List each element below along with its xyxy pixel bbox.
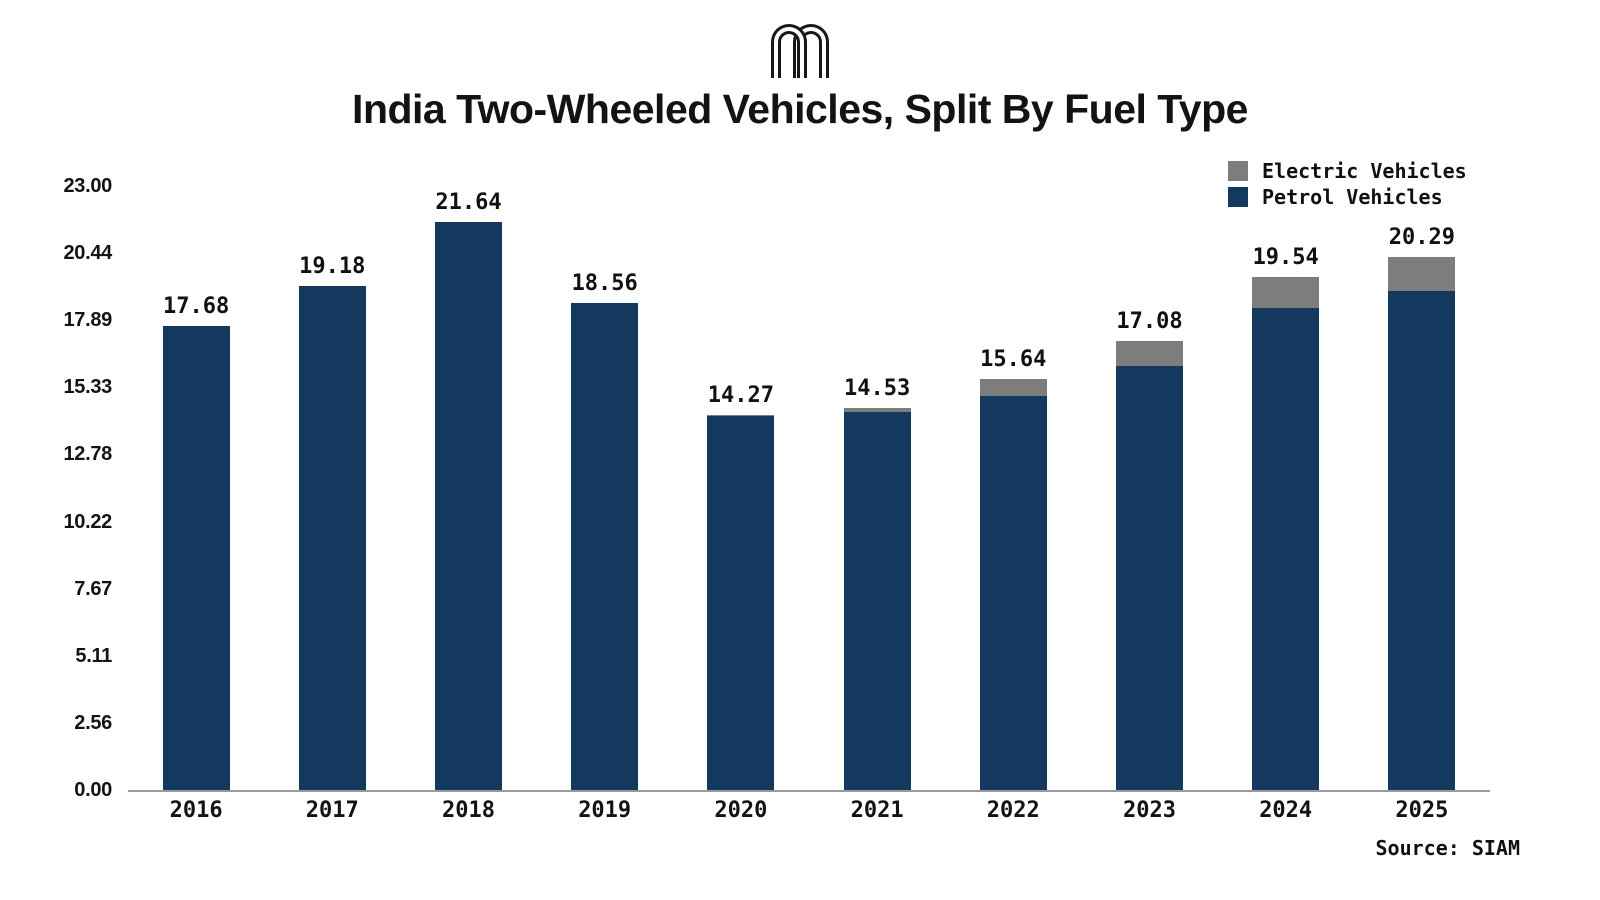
bar-segment-electric-2024	[1252, 276, 1320, 309]
y-axis-tick-label: 15.33	[63, 376, 112, 399]
y-axis-tick-label: 10.22	[63, 510, 112, 533]
bar-value-label-2016: 17.68	[162, 293, 230, 319]
y-axis-tick-label: 7.67	[74, 577, 112, 600]
bar-value-label-2025: 20.29	[1388, 225, 1455, 251]
bar-segment-electric-2020	[707, 415, 775, 417]
y-axis-tick-label: 5.11	[75, 644, 112, 667]
bar-segment-petrol-2021	[843, 412, 911, 790]
bar-value-label-2023: 17.08	[1116, 309, 1183, 335]
x-axis-tick-2024: 2024	[1259, 798, 1313, 823]
m-arches-logo	[768, 16, 832, 80]
bar-segment-electric-2022	[979, 379, 1047, 396]
x-axis-tick-2025: 2025	[1395, 798, 1449, 823]
bar-segment-petrol-2018	[435, 221, 502, 790]
bar-segment-petrol-2017	[298, 286, 366, 790]
bar-segment-electric-2021	[843, 408, 911, 413]
bar-segment-electric-2025	[1388, 257, 1456, 292]
y-axis-tick-label: 12.78	[63, 443, 112, 466]
bar-segment-petrol-2019	[571, 302, 639, 790]
bar-value-label-2017: 19.18	[299, 254, 366, 280]
y-axis-tick-label: 17.89	[63, 309, 112, 332]
legend-item-electric: Electric Vehicles	[1228, 158, 1467, 183]
petrol-color-swatch	[1228, 186, 1248, 207]
x-axis-tick-2018: 2018	[442, 798, 495, 823]
x-axis-tick-2021: 2021	[850, 798, 904, 823]
legend-label-electric: Electric Vehicles	[1262, 158, 1467, 183]
x-axis-tick-2022: 2022	[986, 798, 1040, 823]
bar-segment-petrol-2024	[1252, 308, 1320, 790]
x-axis-tick-2020: 2020	[714, 798, 768, 823]
x-axis-line	[128, 790, 1490, 792]
bar-value-label-2022: 15.64	[980, 347, 1047, 373]
source-note: Source: SIAM	[1375, 836, 1521, 860]
bar-value-label-2021: 14.53	[843, 376, 911, 402]
bar-segment-petrol-2016	[162, 325, 230, 790]
bar-segment-petrol-2023	[1116, 365, 1183, 790]
bar-value-label-2020: 14.27	[707, 383, 774, 409]
bar-segment-petrol-2022	[979, 395, 1047, 790]
x-axis-tick-2016: 2016	[169, 798, 223, 823]
legend-label-petrol: Petrol Vehicles	[1262, 184, 1443, 209]
bar-segment-electric-2023	[1116, 341, 1183, 366]
y-axis-tick-label: 2.56	[74, 711, 112, 734]
m-arches-logo-svg	[771, 24, 829, 78]
bar-segment-petrol-2020	[707, 416, 775, 790]
chart-title: India Two-Wheeled Vehicles, Split By Fue…	[352, 86, 1248, 132]
electric-color-swatch	[1228, 160, 1248, 181]
y-axis-tick-label: 20.44	[63, 242, 112, 265]
legend-item-petrol: Petrol Vehicles	[1228, 184, 1467, 209]
chart-legend: Electric Vehicles Petrol Vehicles	[1228, 158, 1467, 210]
x-axis-tick-2023: 2023	[1123, 798, 1176, 823]
bar-value-label-2019: 18.56	[571, 270, 638, 296]
bar-value-label-2024: 19.54	[1252, 244, 1319, 270]
y-axis-tick-label: 0.00	[74, 779, 112, 801]
x-axis-tick-2017: 2017	[305, 798, 359, 823]
x-axis-tick-2019: 2019	[578, 798, 632, 823]
bar-value-label-2018: 21.64	[435, 189, 502, 215]
bar-segment-petrol-2025	[1388, 291, 1456, 790]
y-axis-tick-label: 23.00	[63, 175, 112, 197]
